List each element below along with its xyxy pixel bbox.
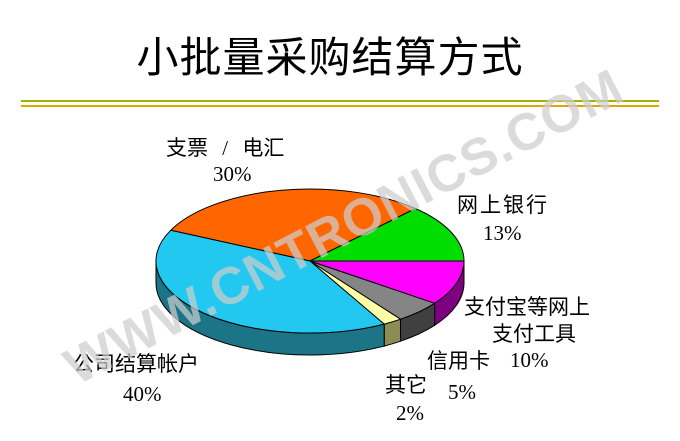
pie-slice-ebank	[309, 208, 465, 262]
slide-title: 小批量采购结算方式	[136, 36, 524, 82]
title-divider	[21, 100, 659, 107]
slice-label-credit: 信用卡	[427, 349, 490, 373]
pie-slice-alipay	[309, 260, 465, 304]
slice-label-other: 其它	[385, 373, 427, 397]
slice-pct-ebank: 13%	[483, 221, 522, 245]
slice-pct-checks: 30%	[213, 162, 252, 186]
slice-label-checks: 支票 / 电汇	[166, 136, 285, 160]
pie-slice-company	[155, 229, 385, 334]
slice-label-ebank: 网上银行	[457, 193, 549, 217]
slice-label-company: 公司结算帐户	[73, 352, 199, 376]
slice-pct-credit: 5%	[448, 380, 476, 404]
slice-pct-other: 2%	[396, 401, 424, 425]
slice-label-alipay-line2: 支付工具	[492, 322, 576, 346]
slice-pct-company: 40%	[123, 382, 162, 406]
pie-slice-checks	[170, 188, 416, 262]
slice-label-alipay-line1: 支付宝等网上	[464, 295, 590, 319]
slice-pct-alipay: 10%	[510, 348, 549, 372]
